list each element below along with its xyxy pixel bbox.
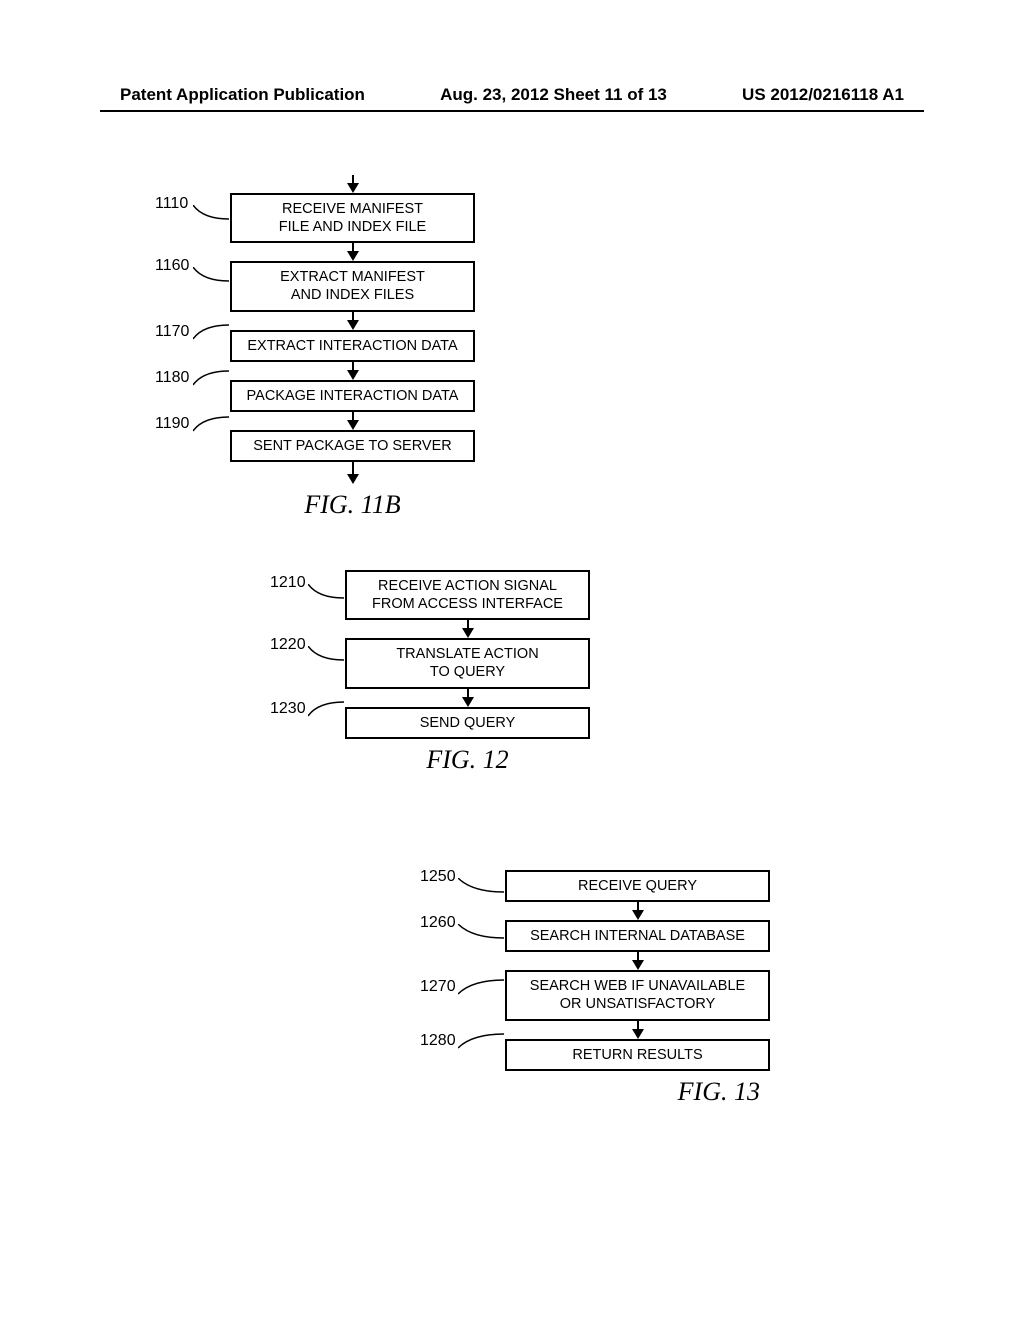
leader-line-icon bbox=[193, 415, 231, 433]
flow-text: SEARCH WEB IF UNAVAILABLEOR UNSATISFACTO… bbox=[530, 978, 745, 1012]
arrow-down-icon bbox=[505, 902, 770, 920]
arrow-down-icon bbox=[505, 952, 770, 970]
flowchart-fig12: RECEIVE ACTION SIGNALFROM ACCESS INTERFA… bbox=[270, 570, 630, 775]
flow-box: RECEIVE ACTION SIGNALFROM ACCESS INTERFA… bbox=[345, 570, 590, 620]
leader-line-icon bbox=[308, 646, 346, 664]
leader-line-icon bbox=[193, 323, 231, 341]
ref-number: 1190 bbox=[155, 415, 189, 433]
flow-text: SEARCH INTERNAL DATABASE bbox=[530, 928, 745, 944]
arrow-down-icon bbox=[505, 1021, 770, 1039]
ref-number: 1220 bbox=[270, 636, 306, 654]
flow-text: SENT PACKAGE TO SERVER bbox=[253, 438, 452, 454]
leader-line-icon bbox=[193, 267, 231, 285]
flow-text: RECEIVE QUERY bbox=[578, 878, 697, 894]
ref-number: 1280 bbox=[420, 1032, 456, 1050]
arrow-out-icon bbox=[230, 462, 475, 484]
flow-box: SEARCH INTERNAL DATABASE bbox=[505, 920, 770, 952]
flow-box: SEARCH WEB IF UNAVAILABLEOR UNSATISFACTO… bbox=[505, 970, 770, 1020]
flow-box: RECEIVE QUERY bbox=[505, 870, 770, 902]
figure-label: FIG. 12 bbox=[345, 745, 590, 775]
flow-box: SEND QUERY bbox=[345, 707, 590, 739]
leader-line-icon bbox=[458, 878, 506, 896]
flow-text: RECEIVE ACTION SIGNALFROM ACCESS INTERFA… bbox=[372, 578, 563, 612]
leader-line-icon bbox=[458, 924, 506, 942]
flow-text: SEND QUERY bbox=[420, 715, 516, 731]
header-rule bbox=[100, 110, 924, 112]
page-header: Patent Application Publication Aug. 23, … bbox=[0, 85, 1024, 105]
flow-box: EXTRACT INTERACTION DATA bbox=[230, 330, 475, 362]
arrow-down-icon bbox=[230, 412, 475, 430]
flowchart-fig11b: RECEIVE MANIFESTFILE AND INDEX FILE 1110… bbox=[155, 175, 515, 520]
flow-box: RECEIVE MANIFESTFILE AND INDEX FILE bbox=[230, 193, 475, 243]
flow-text: TRANSLATE ACTIONTO QUERY bbox=[396, 646, 538, 680]
flow-box: PACKAGE INTERACTION DATA bbox=[230, 380, 475, 412]
flow-text: PACKAGE INTERACTION DATA bbox=[247, 388, 459, 404]
leader-line-icon bbox=[458, 978, 506, 996]
header-left: Patent Application Publication bbox=[120, 85, 365, 105]
arrow-down-icon bbox=[230, 312, 475, 330]
ref-number: 1110 bbox=[155, 195, 188, 213]
ref-number: 1270 bbox=[420, 978, 456, 996]
arrow-down-icon bbox=[345, 620, 590, 638]
leader-line-icon bbox=[193, 205, 231, 223]
flow-box: RETURN RESULTS bbox=[505, 1039, 770, 1071]
flowchart-fig13: RECEIVE QUERY 1250 SEARCH INTERNAL DATAB… bbox=[420, 870, 820, 1107]
flow-text: EXTRACT MANIFESTAND INDEX FILES bbox=[280, 269, 425, 303]
flow-box: EXTRACT MANIFESTAND INDEX FILES bbox=[230, 261, 475, 311]
ref-number: 1230 bbox=[270, 700, 306, 718]
flow-box: TRANSLATE ACTIONTO QUERY bbox=[345, 638, 590, 688]
flow-text: RETURN RESULTS bbox=[572, 1047, 702, 1063]
leader-line-icon bbox=[308, 584, 346, 602]
ref-number: 1260 bbox=[420, 914, 456, 932]
leader-line-icon bbox=[458, 1032, 506, 1050]
header-right: US 2012/0216118 A1 bbox=[742, 85, 904, 105]
flow-text: RECEIVE MANIFESTFILE AND INDEX FILE bbox=[279, 201, 426, 235]
ref-number: 1160 bbox=[155, 257, 189, 275]
arrow-down-icon bbox=[230, 362, 475, 380]
ref-number: 1250 bbox=[420, 868, 456, 886]
figure-label: FIG. 13 bbox=[420, 1077, 820, 1107]
ref-number: 1170 bbox=[155, 323, 189, 341]
ref-number: 1210 bbox=[270, 574, 306, 592]
figure-label: FIG. 11B bbox=[230, 490, 475, 520]
page: Patent Application Publication Aug. 23, … bbox=[0, 0, 1024, 1320]
flow-text: EXTRACT INTERACTION DATA bbox=[247, 338, 457, 354]
leader-line-icon bbox=[308, 700, 346, 718]
arrow-down-icon bbox=[345, 689, 590, 707]
arrow-in-icon bbox=[230, 175, 475, 193]
ref-number: 1180 bbox=[155, 369, 189, 387]
flow-box: SENT PACKAGE TO SERVER bbox=[230, 430, 475, 462]
leader-line-icon bbox=[193, 369, 231, 387]
arrow-down-icon bbox=[230, 243, 475, 261]
header-center: Aug. 23, 2012 Sheet 11 of 13 bbox=[440, 85, 667, 105]
